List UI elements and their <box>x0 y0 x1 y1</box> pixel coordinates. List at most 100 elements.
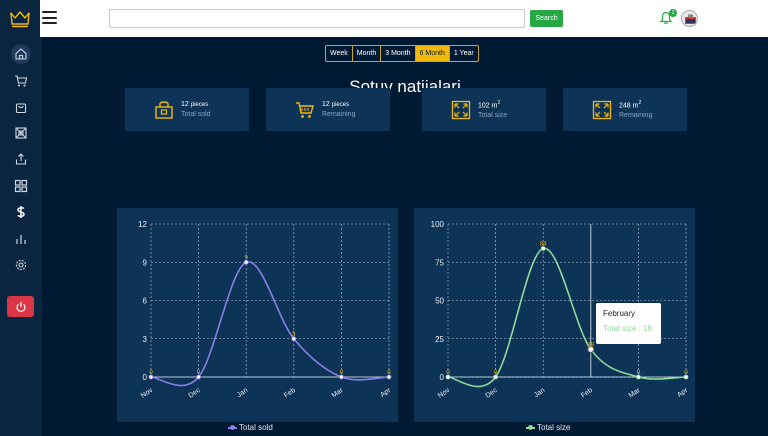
sidebar-item-bag[interactable] <box>10 97 32 117</box>
data-point <box>445 374 451 380</box>
sidebar-item-cart[interactable] <box>10 71 32 91</box>
x-tick-label: Mar <box>331 387 345 400</box>
tooltip-value: Total size : 18 <box>603 324 652 333</box>
x-tick-label: Dec <box>485 387 500 400</box>
bar-chart-icon <box>16 235 26 244</box>
stat-label: Remaining <box>322 111 356 118</box>
stat-card-total-sold: 12 pieces Total sold <box>125 88 249 131</box>
data-point <box>540 246 546 251</box>
data-point <box>148 374 154 380</box>
data-label: 0 <box>494 370 498 376</box>
bell-icon[interactable] <box>659 11 673 25</box>
stat-value: 248 <box>619 102 631 110</box>
x-tick-label: Feb <box>283 387 297 400</box>
period-month-button[interactable]: Month <box>353 46 382 61</box>
x-tick-label: Jan <box>236 387 249 399</box>
y-tick-label: 6 <box>143 297 148 306</box>
data-label: 0 <box>446 370 450 376</box>
data-point <box>386 374 392 380</box>
x-tick-label: Feb <box>580 387 594 400</box>
period-1year-button[interactable]: 1 Year <box>453 50 474 57</box>
size-chart-legend[interactable]: Total size <box>526 423 570 432</box>
y-tick-label: 25 <box>435 335 444 344</box>
period-6month-button[interactable]: 6 Month <box>415 46 450 61</box>
cart-icon <box>296 101 314 118</box>
bag-icon <box>155 100 173 119</box>
data-label: 0 <box>637 370 641 376</box>
sidebar-item-home[interactable] <box>11 44 31 64</box>
data-point <box>635 374 641 380</box>
home-icon <box>15 48 27 60</box>
period-week-button[interactable]: Week <box>326 46 353 61</box>
x-tick-label: Nov <box>437 387 452 400</box>
legend-marker <box>228 424 237 430</box>
stat-card-total-size: 102 m2 Total size <box>422 88 546 131</box>
gear-icon <box>15 259 27 271</box>
data-label: 9 <box>245 255 249 261</box>
sold-chart-legend[interactable]: Total sold <box>228 423 273 432</box>
data-point <box>291 336 297 342</box>
menu-toggle-button[interactable] <box>42 11 57 24</box>
dollar-icon <box>17 206 25 218</box>
data-point <box>338 374 344 380</box>
stat-value: 102 <box>478 102 490 110</box>
x-tick-label: Dec <box>188 387 203 400</box>
logout-button[interactable] <box>7 296 34 317</box>
stat-label: Total size <box>478 112 508 120</box>
data-point <box>683 374 689 380</box>
expand-icon <box>451 100 471 119</box>
hamburger-line <box>42 22 57 24</box>
stat-card-remaining-pieces: 12 pieces Remaining <box>266 88 390 131</box>
data-label: 0 <box>684 370 688 376</box>
sidebar-item-apartments[interactable] <box>10 123 32 143</box>
stat-unit-exponent: 2 <box>638 99 642 106</box>
stat-label: Remaining <box>619 112 653 120</box>
avatar[interactable] <box>681 10 698 27</box>
upload-icon <box>15 153 27 165</box>
stat-unit: m <box>491 102 498 110</box>
sidebar-item-blocks[interactable] <box>10 176 32 196</box>
stat-unit-exponent: 2 <box>497 99 501 106</box>
sidebar <box>0 37 42 436</box>
data-label: 18 <box>587 342 594 348</box>
chart-tooltip: February Total size : 18 <box>596 303 661 344</box>
data-label: 84 <box>540 241 547 247</box>
logo[interactable] <box>0 0 40 37</box>
stat-unit: pieces <box>190 102 209 108</box>
stat-unit: pieces <box>331 102 350 108</box>
legend-label: Total sold <box>239 423 273 432</box>
data-label: 0 <box>340 370 344 376</box>
search-button[interactable]: Search <box>530 10 563 27</box>
period-selector: Week Month 3 Month 6 Month 1 Year <box>325 45 479 62</box>
data-label: 0 <box>197 370 201 376</box>
notification-badge: 1 <box>669 9 677 17</box>
sold-chart-panel: 0 3 6 9 12 Nov Dec Jan Feb Mar Apr 0 0 9 3 0 0 <box>117 208 398 422</box>
period-3month-button[interactable]: 3 Month <box>381 46 416 61</box>
sidebar-item-upload[interactable] <box>10 149 32 169</box>
y-tick-label: 75 <box>435 258 444 267</box>
blocks-icon <box>14 179 28 193</box>
x-tick-label: Mar <box>628 387 642 400</box>
stat-value: 12 <box>322 101 330 108</box>
legend-label: Total size <box>537 423 571 432</box>
y-tick-label: 50 <box>435 297 444 306</box>
tooltip-series-label: Total size <box>603 324 637 333</box>
sidebar-item-finance[interactable] <box>10 202 32 222</box>
y-tick-label: 3 <box>143 335 148 344</box>
series-line <box>150 261 390 387</box>
data-label: 0 <box>387 370 391 376</box>
crown-logo-icon <box>10 10 30 27</box>
legend-marker <box>526 424 535 430</box>
apartment-icon <box>15 127 27 139</box>
x-tick-label: Nov <box>140 387 155 400</box>
search-input[interactable] <box>109 9 525 28</box>
sidebar-item-settings[interactable] <box>10 255 32 275</box>
tooltip-title: February <box>603 309 636 318</box>
sidebar-item-statistics[interactable] <box>10 229 32 249</box>
stat-value: 12 <box>181 101 189 108</box>
stat-card-remaining-size: 248 m2 Remaining <box>563 88 687 131</box>
y-tick-label: 0 <box>440 373 445 382</box>
data-point <box>493 374 498 380</box>
